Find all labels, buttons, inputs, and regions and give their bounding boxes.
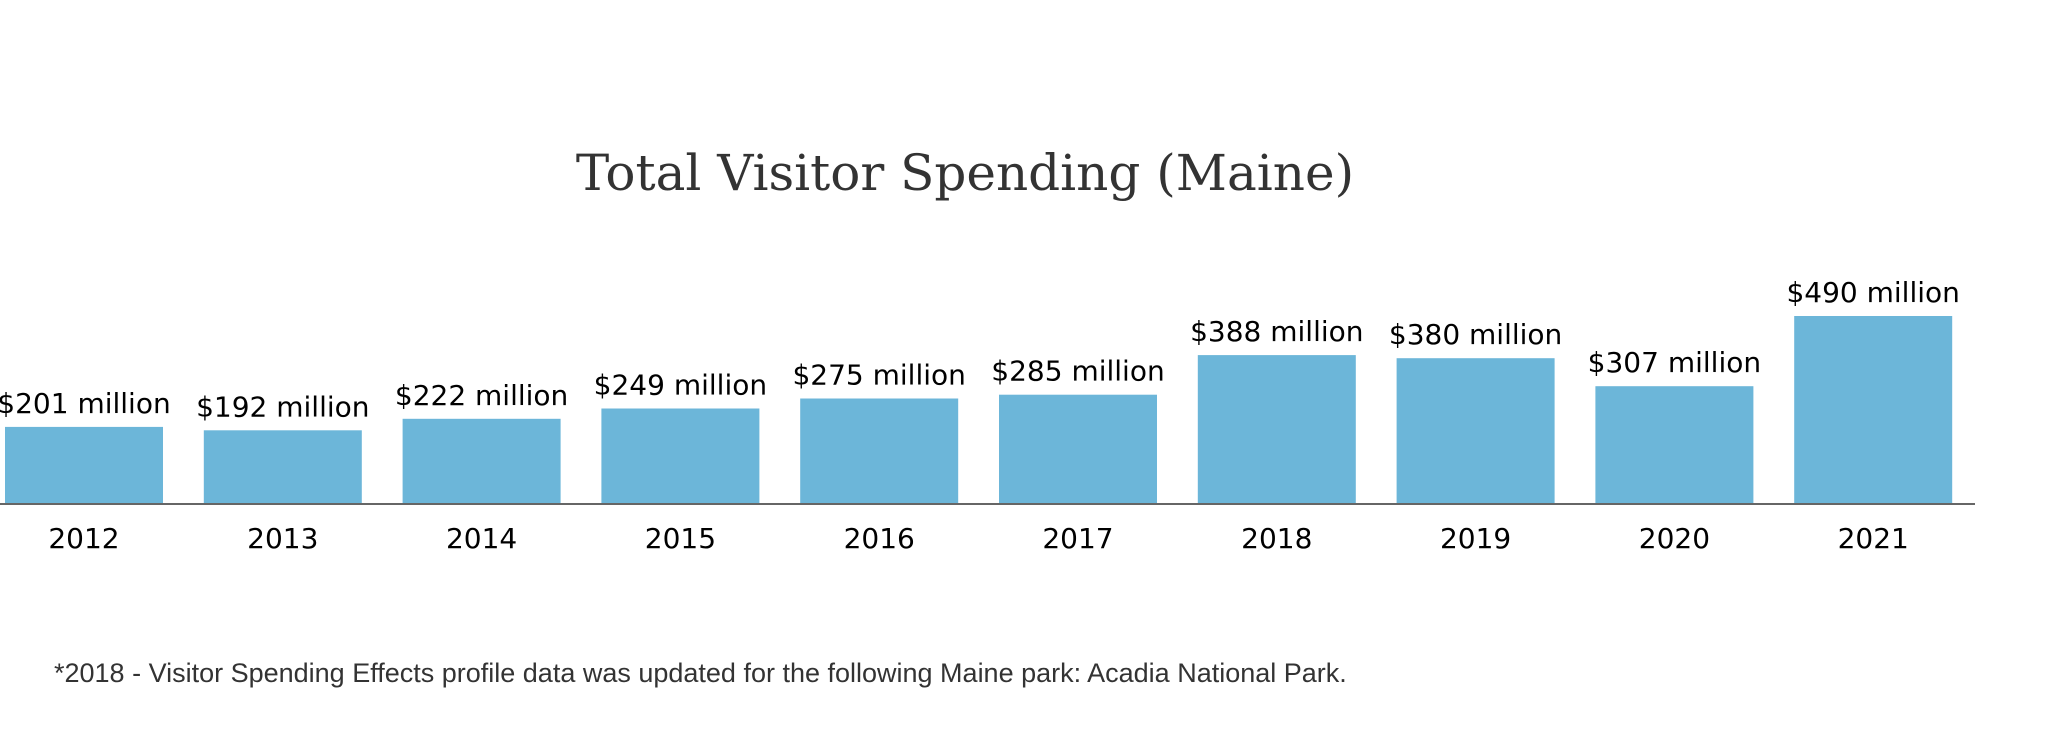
footnote: *2018 - Visitor Spending Effects profile…: [54, 658, 1347, 688]
data-label-2021: $490 million: [1786, 276, 1959, 309]
bar-2019: [1396, 358, 1555, 504]
data-label-2016: $275 million: [792, 359, 965, 392]
bar-2012: [5, 426, 163, 504]
x-tick-label-2017: 2017: [1042, 522, 1113, 555]
bar-2018: [1197, 355, 1356, 504]
data-label-2020: $307 million: [1588, 346, 1761, 379]
data-label-2014: $222 million: [395, 379, 568, 412]
x-tick-label-2018: 2018: [1241, 522, 1312, 555]
data-label-2012: $201 million: [0, 387, 171, 420]
x-tick-label-2020: 2020: [1639, 522, 1710, 555]
x-axis-ticks-layer: 2012 2013 2014 2015 2016 2017 2018 2019 2020 2021: [48, 522, 1908, 555]
bar-2013: [203, 430, 362, 504]
data-label-2015: $249 million: [594, 369, 767, 402]
bars-layer: [5, 316, 1953, 504]
data-label-2018: $388 million: [1190, 315, 1363, 348]
x-tick-label-2016: 2016: [844, 522, 915, 555]
bar-2015: [601, 408, 760, 504]
x-tick-label-2019: 2019: [1440, 522, 1511, 555]
data-label-2017: $285 million: [991, 355, 1164, 388]
bar-2021: [1794, 316, 1953, 504]
bar-2014: [402, 418, 561, 504]
x-tick-label-2015: 2015: [645, 522, 716, 555]
bar-2017: [999, 394, 1157, 504]
x-tick-label-2012: 2012: [48, 522, 119, 555]
data-labels-layer: $201 million $192 million $222 million $249…: [0, 276, 1960, 423]
data-label-2019: $380 million: [1389, 318, 1562, 351]
bar-2016: [800, 398, 959, 504]
data-label-2013: $192 million: [196, 390, 369, 423]
chart-title: Total Visitor Spending (Maine): [576, 144, 1354, 202]
x-tick-label-2014: 2014: [446, 522, 517, 555]
bar-2020: [1595, 386, 1754, 504]
x-tick-label-2021: 2021: [1838, 522, 1909, 555]
x-tick-label-2013: 2013: [247, 522, 318, 555]
